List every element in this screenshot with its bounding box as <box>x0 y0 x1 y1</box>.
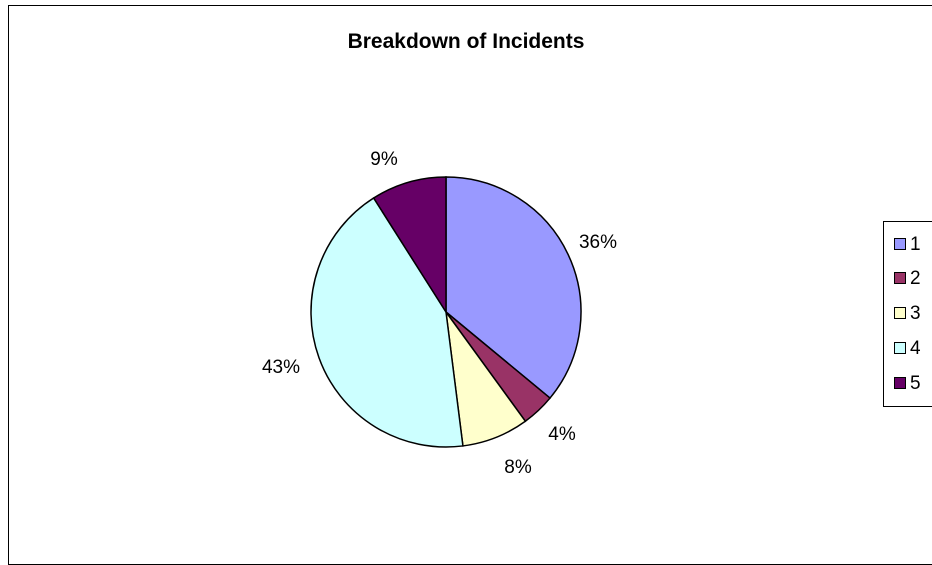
legend-item-3: 3 <box>894 301 921 325</box>
legend-swatch-5 <box>894 377 906 389</box>
legend-label-3: 3 <box>910 302 921 324</box>
legend-item-1: 1 <box>894 232 921 256</box>
legend-label-4: 4 <box>910 337 921 359</box>
legend-label-5: 5 <box>910 372 921 394</box>
slice-label-1: 36% <box>579 232 617 253</box>
pie-slice-5 <box>372 176 447 315</box>
pie-chart: 36% 4% 8% 43% 9% <box>262 149 617 478</box>
legend-swatch-3 <box>894 307 906 319</box>
legend-swatch-2 <box>894 272 906 284</box>
legend-item-2: 2 <box>894 266 921 290</box>
pie-slice-1 <box>445 176 582 400</box>
slice-label-4: 43% <box>262 357 300 378</box>
pie-slice-4 <box>310 196 464 448</box>
legend: 1 2 3 4 5 <box>883 221 932 407</box>
slice-label-5: 9% <box>370 149 398 170</box>
legend-swatch-1 <box>894 238 906 250</box>
slice-label-2: 4% <box>548 424 576 445</box>
legend-item-4: 4 <box>894 336 921 360</box>
legend-label-1: 1 <box>910 233 921 255</box>
legend-label-2: 2 <box>910 267 921 289</box>
legend-item-5: 5 <box>894 371 921 395</box>
legend-swatch-4 <box>894 342 906 354</box>
chart-title: Breakdown of Incidents <box>347 30 585 53</box>
slice-label-3: 8% <box>504 457 532 478</box>
